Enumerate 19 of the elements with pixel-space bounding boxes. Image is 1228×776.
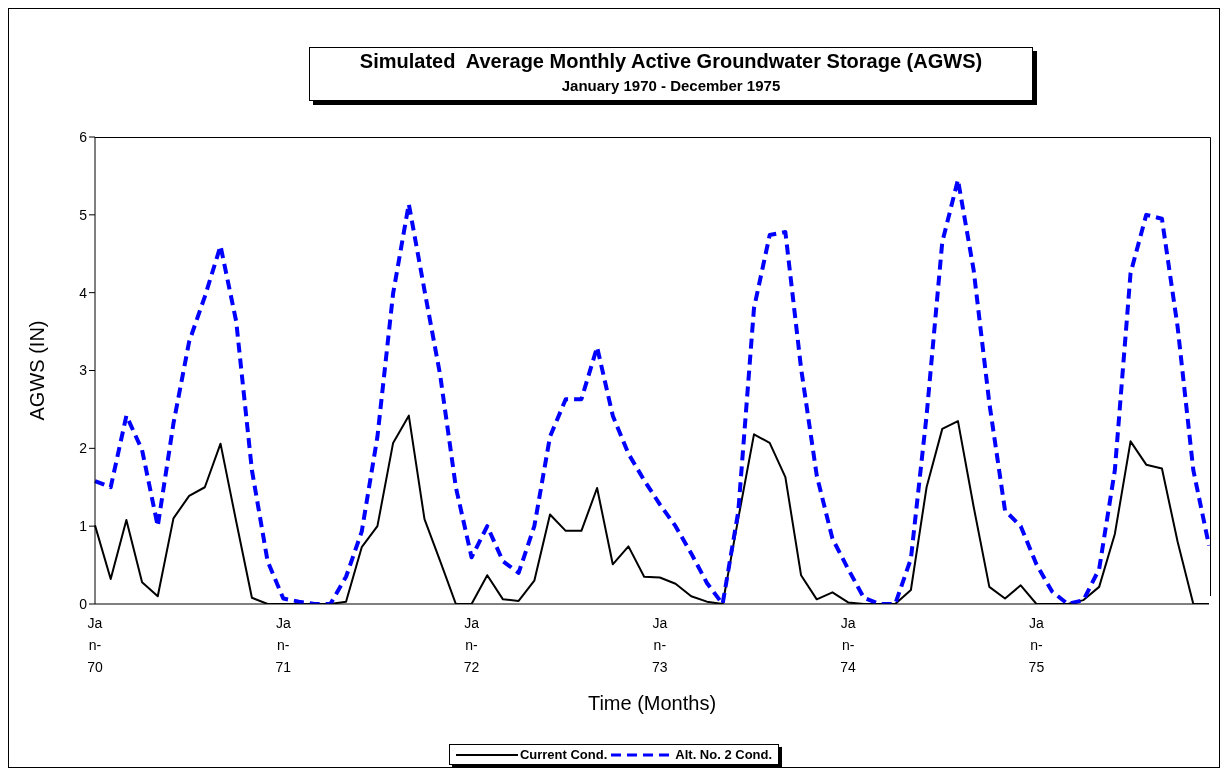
y-tick-label: 6	[79, 128, 88, 145]
y-tick-label: 1	[79, 518, 88, 535]
y-tick-label: 3	[79, 362, 88, 379]
x-tick-label: Jan-70	[87, 615, 103, 675]
y-axis-title: AGWS (IN)	[26, 320, 49, 421]
y-tick-label: 4	[79, 284, 88, 301]
x-tick-label: Jan-73	[652, 615, 668, 675]
x-tick-label: Jan-74	[840, 615, 857, 675]
y-tick-label: 5	[79, 206, 88, 223]
chart-title: Simulated Average Monthly Active Groundwater Storage (AGWS)	[358, 50, 984, 73]
chart-subtitle: January 1970 - December 1975	[560, 77, 782, 94]
x-axis-title: Time (Months)	[587, 692, 717, 715]
legend-label: Current Cond.	[519, 747, 608, 762]
x-tick-label: Jan-75	[1028, 615, 1045, 675]
legend-label: Alt. No. 2 Cond.	[675, 747, 773, 762]
y-tick-label: 0	[79, 595, 88, 612]
y-tick-label: 2	[79, 440, 88, 457]
x-tick-label: Jan-72	[463, 615, 480, 675]
x-tick-label: Jan-71	[275, 615, 292, 675]
